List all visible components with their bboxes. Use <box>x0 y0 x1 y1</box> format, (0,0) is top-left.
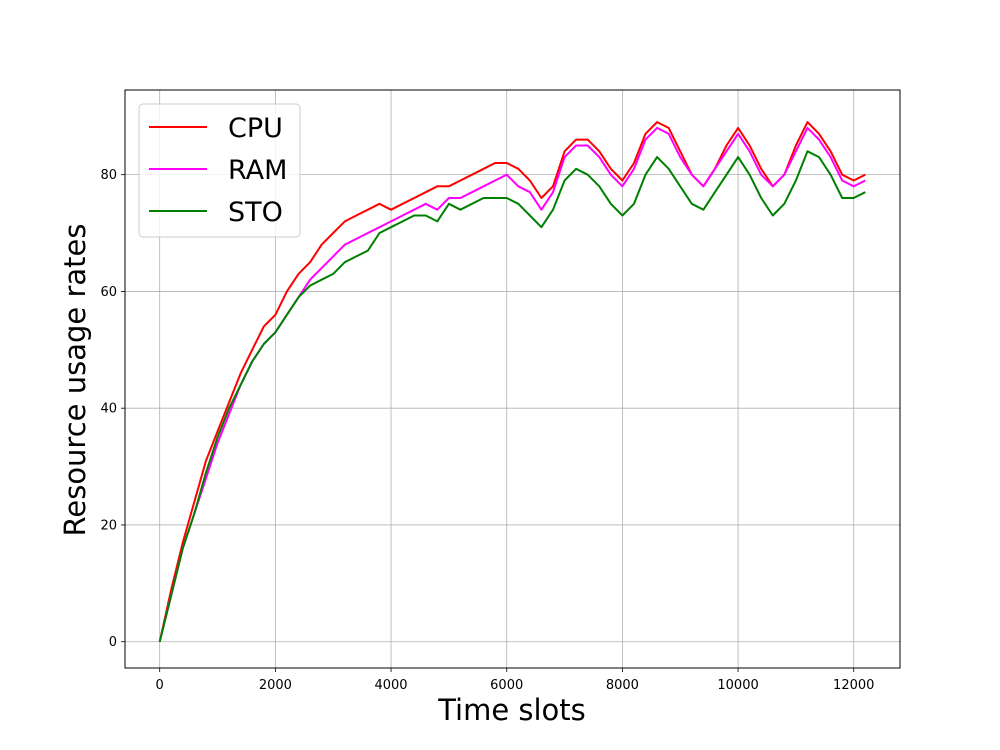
y-tick-label: 80 <box>100 168 117 183</box>
legend-label-cpu: CPU <box>228 113 283 144</box>
plot-frame <box>124 89 901 669</box>
y-tick-label: 0 <box>109 635 117 650</box>
plot-series <box>158 121 866 642</box>
y-tick-label: 40 <box>100 402 117 417</box>
series-line-cpu <box>158 121 866 642</box>
y-tick-label: 20 <box>100 518 117 533</box>
x-tick-label: 8000 <box>606 678 639 693</box>
x-axis-title: Time slots <box>437 693 586 727</box>
x-tick-label: 10000 <box>717 678 758 693</box>
x-tick-label: 0 <box>156 678 164 693</box>
legend-box <box>138 103 301 238</box>
x-tick-label: 12000 <box>833 678 874 693</box>
legend-label-ram: RAM <box>228 155 287 186</box>
legend-label-sto: STO <box>228 197 283 228</box>
x-tick-label: 4000 <box>374 678 407 693</box>
grid <box>125 90 900 668</box>
y-tick-label: 60 <box>100 285 117 300</box>
y-axis-title: Resource usage rates <box>58 224 92 537</box>
axis-ticks: 0 2000 4000 6000 8000 10000 12000 0 20 40 60 80 <box>100 168 874 693</box>
x-tick-label: 6000 <box>490 678 523 693</box>
legend: CPU RAM STO <box>138 103 301 238</box>
x-tick-label: 2000 <box>259 678 292 693</box>
series-line-sto <box>158 150 866 642</box>
